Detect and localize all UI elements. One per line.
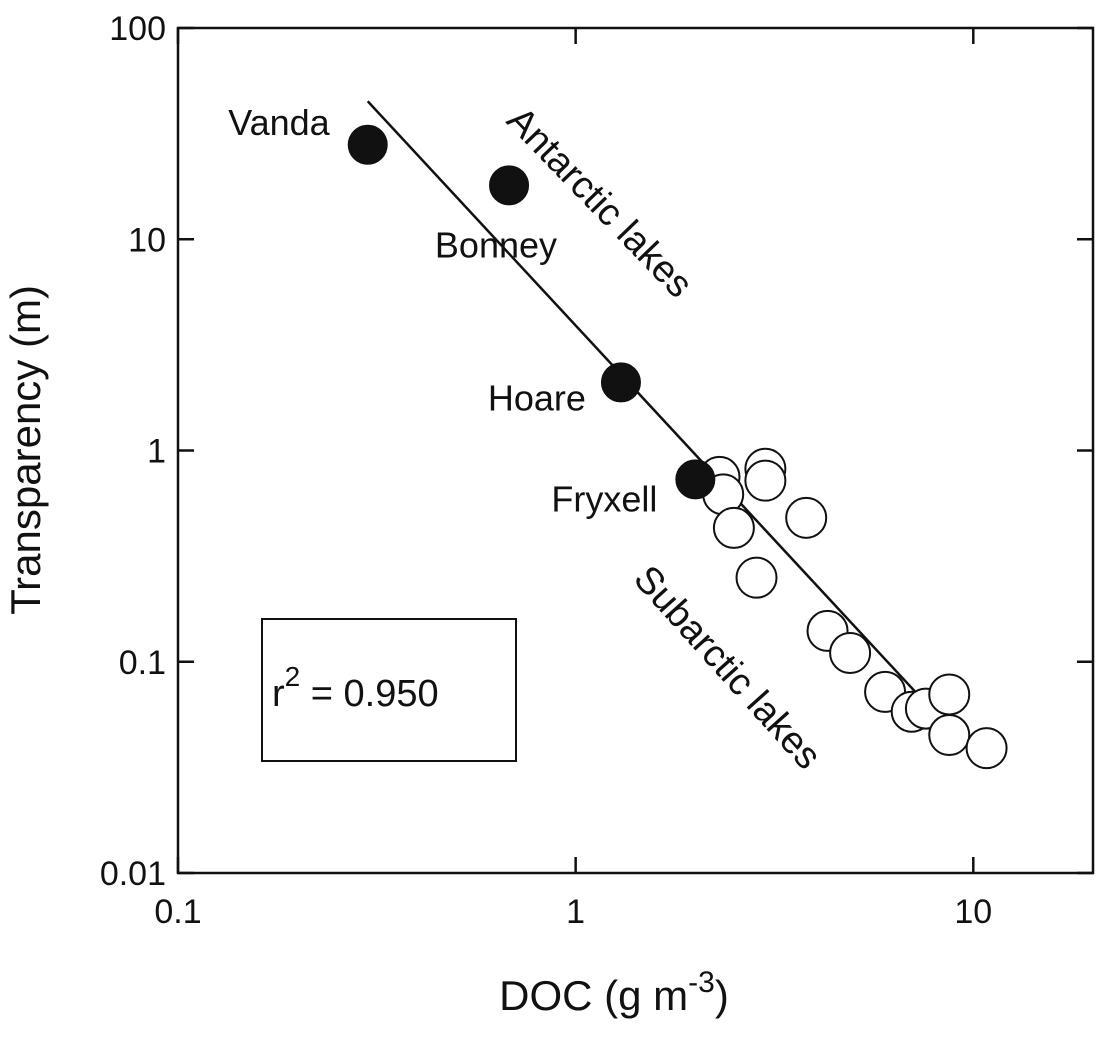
subarctic-lake-point xyxy=(829,632,872,675)
x-tick-label: 10 xyxy=(954,893,992,931)
x-axis-title-superscript: -3 xyxy=(688,966,715,999)
x-axis-title-main: DOC (g m xyxy=(499,972,688,1019)
subarctic-lake-point xyxy=(744,459,787,502)
lake-name-label: Hoare xyxy=(488,377,586,418)
antarctic-lake-point xyxy=(347,124,388,165)
r-symbol: r xyxy=(272,673,285,715)
r-squared-box xyxy=(261,618,517,762)
subarctic-lakes-label: Subarctic lakes xyxy=(625,558,829,778)
x-axis-title-end: ) xyxy=(715,972,729,1019)
r-squared-text: r2 = 0.950 xyxy=(272,661,439,715)
y-tick-label: 10 xyxy=(128,221,166,259)
y-tick-label: 100 xyxy=(109,10,166,48)
subarctic-lake-point xyxy=(928,673,971,716)
y-tick-label: 1 xyxy=(147,433,166,471)
subarctic-lake-point xyxy=(965,727,1008,770)
regression-line xyxy=(366,100,983,765)
x-tick-label: 1 xyxy=(566,893,585,931)
x-axis-title: DOC (g m-3) xyxy=(499,966,729,1019)
r-squared-value: = 0.950 xyxy=(300,673,438,715)
y-tick-label: 0.1 xyxy=(119,644,166,682)
antarctic-lake-point xyxy=(489,165,530,206)
antarctic-lake-point xyxy=(600,362,641,403)
y-axis-title: Transparency (m) xyxy=(2,285,49,615)
lake-name-label: Bonney xyxy=(435,224,557,265)
x-tick-label: 0.1 xyxy=(154,893,201,931)
subarctic-lake-point xyxy=(735,556,778,599)
subarctic-lake-point xyxy=(785,496,828,539)
lake-name-label: Vanda xyxy=(228,102,330,143)
lake-name-label: Fryxell xyxy=(551,478,657,519)
r-superscript: 2 xyxy=(285,661,301,692)
subarctic-lake-point xyxy=(712,506,755,549)
y-tick-label: 0.01 xyxy=(100,855,166,893)
antarctic-lake-point xyxy=(675,459,716,500)
subarctic-lake-point xyxy=(928,714,971,757)
